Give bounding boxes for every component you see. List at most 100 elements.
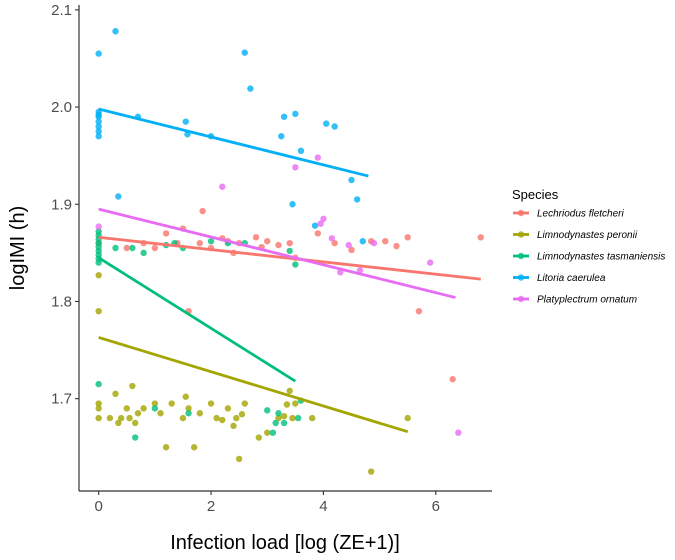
data-point (126, 414, 133, 422)
data-point (280, 419, 288, 427)
data-point (455, 429, 462, 436)
data-point (382, 238, 389, 245)
data-point (275, 414, 282, 422)
data-point (95, 380, 102, 388)
data-point (162, 230, 170, 237)
data-point (320, 215, 327, 223)
legend-title: Species (512, 187, 559, 202)
data-point (292, 110, 299, 118)
data-point (348, 176, 355, 184)
y-tick-label: 1.7 (51, 391, 72, 408)
data-point (134, 410, 142, 417)
data-point (117, 414, 125, 422)
data-point (115, 193, 122, 200)
data-point (328, 235, 336, 242)
data-point (106, 414, 114, 422)
data-point (264, 407, 271, 414)
data-point (275, 410, 282, 417)
data-point (286, 239, 293, 247)
trend-line (98, 107, 369, 178)
data-point (238, 411, 246, 418)
data-point (95, 133, 102, 140)
x-tick-label: 4 (319, 498, 327, 515)
y-tick-label: 2.0 (51, 99, 72, 116)
data-point (297, 147, 305, 154)
data-point (353, 196, 361, 203)
data-point (275, 241, 282, 249)
data-point (269, 429, 277, 436)
trend-line (98, 336, 409, 434)
data-point (112, 390, 119, 397)
y-axis-title: logIMI (h) (7, 206, 29, 290)
legend-label: Litoria caerulea (537, 273, 606, 284)
legend-key-point (517, 274, 525, 281)
data-point (123, 244, 130, 252)
data-point (477, 234, 484, 241)
trend-line (97, 256, 297, 383)
data-point (404, 414, 411, 422)
data-point (95, 400, 102, 407)
y-tick-label: 2.1 (51, 2, 72, 19)
data-point (129, 244, 136, 252)
data-point (123, 405, 130, 412)
data-point (235, 455, 243, 463)
data-point (247, 85, 254, 92)
y-tick-label: 1.9 (51, 196, 72, 213)
data-point (289, 201, 296, 208)
data-point (207, 400, 215, 407)
data-point (426, 259, 434, 266)
data-point (359, 238, 366, 245)
data-point (404, 234, 411, 241)
trend-line (98, 207, 456, 299)
data-point (95, 272, 102, 279)
data-point (182, 118, 189, 125)
x-tick-label: 6 (432, 498, 440, 515)
data-point (95, 307, 102, 315)
data-point (356, 267, 364, 274)
data-point (292, 400, 299, 407)
legend-label: Lechriodus fletcheri (537, 209, 624, 220)
data-point (196, 239, 204, 247)
data-point (95, 118, 102, 125)
data-point (331, 239, 338, 247)
data-point (264, 238, 271, 245)
data-point (95, 128, 102, 135)
legend-label: Platyplectrum ornatum (537, 295, 637, 306)
data-point (280, 113, 288, 120)
data-point (162, 444, 170, 451)
data-point (168, 400, 175, 407)
data-point (415, 307, 423, 315)
data-point (294, 414, 302, 422)
data-point (213, 414, 220, 422)
y-tick-label: 1.8 (51, 293, 72, 310)
data-point (185, 410, 192, 417)
data-point (140, 249, 147, 257)
data-point (190, 444, 198, 451)
data-point (157, 410, 164, 417)
data-point (314, 154, 322, 161)
data-point (95, 113, 102, 120)
axis-ticks: 0 2 4 6 1.7 1.8 1.9 2.0 2.1 (51, 2, 440, 515)
trend-lines (97, 107, 481, 434)
data-point (140, 405, 147, 412)
data-point (449, 376, 456, 383)
data-point (241, 400, 248, 407)
data-point (241, 49, 248, 56)
data-point (252, 234, 260, 241)
data-point (115, 419, 122, 427)
legend-label: Limnodynastes tasmaniensis (537, 252, 665, 263)
data-point (230, 422, 237, 430)
data-point (95, 405, 102, 412)
data-point (151, 400, 159, 407)
data-point (151, 405, 159, 412)
legend: Species Lechriodus fletcheri Limnodynaste… (512, 187, 665, 306)
data-point (308, 414, 316, 422)
legend-key-point (517, 231, 525, 238)
chart-marks (95, 28, 484, 475)
data-point (219, 416, 226, 424)
data-point (311, 222, 319, 229)
data-point (255, 434, 263, 441)
x-tick-label: 2 (207, 498, 215, 515)
trend-line (98, 235, 481, 281)
data-point (264, 429, 271, 436)
